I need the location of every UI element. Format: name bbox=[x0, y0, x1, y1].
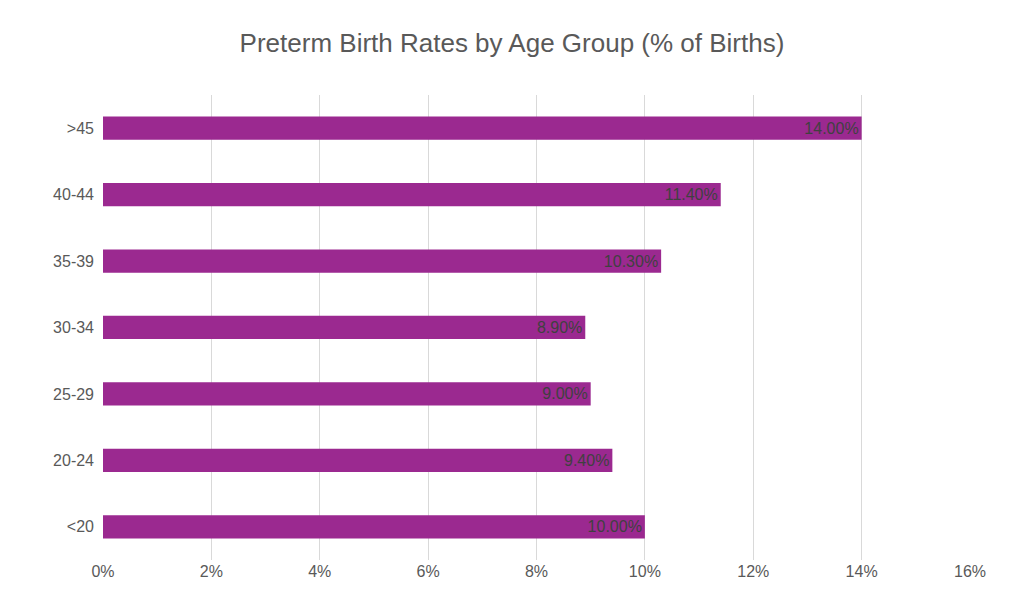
svg-text:10%: 10% bbox=[629, 563, 661, 580]
svg-text:10.00%: 10.00% bbox=[588, 518, 642, 535]
svg-text:6%: 6% bbox=[417, 563, 440, 580]
svg-text:14%: 14% bbox=[846, 563, 878, 580]
svg-text:9.40%: 9.40% bbox=[564, 452, 609, 469]
svg-text:10.30%: 10.30% bbox=[604, 253, 658, 270]
svg-text:40-44: 40-44 bbox=[53, 186, 94, 203]
svg-text:8%: 8% bbox=[525, 563, 548, 580]
svg-text:<20: <20 bbox=[67, 518, 94, 535]
svg-text:12%: 12% bbox=[737, 563, 769, 580]
svg-text:Preterm Birth Rates by Age Gro: Preterm Birth Rates by Age Group (% of B… bbox=[240, 28, 785, 58]
svg-text:25-29: 25-29 bbox=[53, 386, 94, 403]
svg-text:35-39: 35-39 bbox=[53, 253, 94, 270]
svg-text:0%: 0% bbox=[91, 563, 114, 580]
svg-text:2%: 2% bbox=[200, 563, 223, 580]
svg-text:>45: >45 bbox=[67, 120, 94, 137]
svg-text:14.00%: 14.00% bbox=[804, 120, 858, 137]
svg-text:20-24: 20-24 bbox=[53, 452, 94, 469]
svg-text:8.90%: 8.90% bbox=[537, 319, 582, 336]
svg-text:4%: 4% bbox=[308, 563, 331, 580]
svg-text:11.40%: 11.40% bbox=[665, 186, 718, 203]
svg-text:16%: 16% bbox=[954, 563, 986, 580]
svg-text:30-34: 30-34 bbox=[53, 319, 94, 336]
svg-text:9.00%: 9.00% bbox=[542, 385, 587, 402]
